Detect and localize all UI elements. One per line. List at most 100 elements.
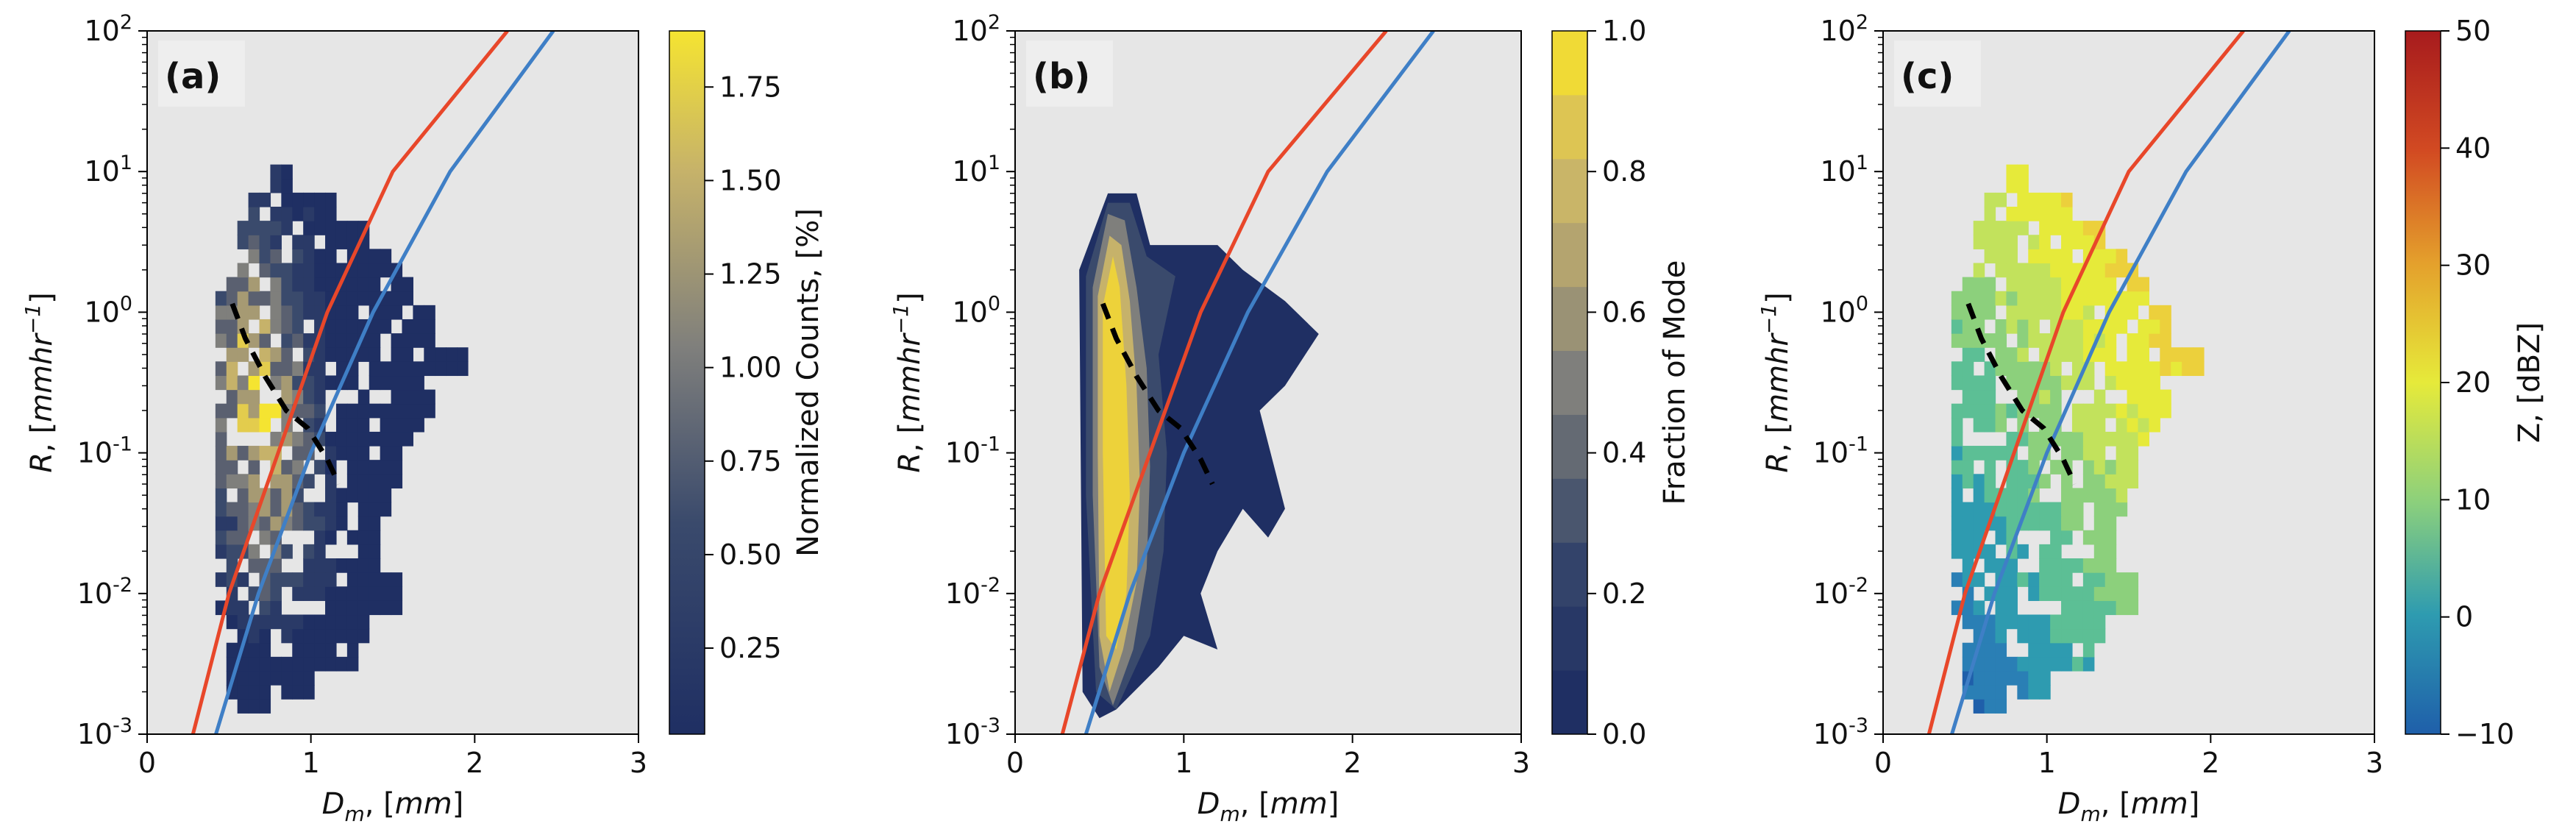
heatmap-cell <box>446 347 458 362</box>
colorbar-step <box>1552 94 1587 160</box>
heatmap-cell <box>2039 333 2051 348</box>
heatmap-cell <box>281 291 293 306</box>
heatmap-cell <box>1995 670 2007 686</box>
heatmap-cell <box>292 572 304 587</box>
heatmap-cell <box>391 389 403 405</box>
heatmap-cell <box>248 446 260 461</box>
heatmap-cell <box>314 516 326 531</box>
panel-label-c: (c) <box>1901 56 1954 97</box>
heatmap-cell <box>2127 460 2139 474</box>
heatmap-cell <box>303 221 315 235</box>
heatmap-cell <box>424 319 435 334</box>
heatmap-cell <box>248 656 260 672</box>
heatmap-cell <box>2127 375 2139 391</box>
heatmap-cell <box>380 572 392 587</box>
heatmap-cell <box>357 347 370 362</box>
heatmap-cell <box>380 375 392 391</box>
heatmap-cell <box>1995 502 2007 517</box>
heatmap-cell <box>2093 628 2106 644</box>
heatmap-cell <box>2093 586 2106 601</box>
heatmap-cell <box>2138 319 2149 334</box>
heatmap-cell <box>303 431 315 447</box>
heatmap-cell <box>2006 291 2018 306</box>
blue-curve <box>1084 31 1435 734</box>
heatmap-cell <box>303 586 315 601</box>
heatmap-cell <box>2182 347 2193 362</box>
heatmap-cell <box>1951 431 1963 447</box>
heatmap-cell <box>2093 600 2106 616</box>
heatmap-cell <box>402 319 413 334</box>
heatmap-cell <box>369 502 381 517</box>
heatmap-cell <box>2006 516 2018 531</box>
heatmap-cell <box>1984 642 1996 658</box>
heatmap-cell <box>259 333 271 348</box>
heatmap-cell <box>357 291 370 306</box>
heatmap-cell <box>325 347 337 362</box>
heatmap-cell <box>2050 656 2062 672</box>
heatmap-cell <box>2039 474 2051 488</box>
median-dashed-line <box>1965 302 2077 486</box>
heatmap-cell <box>314 207 326 221</box>
heatmap-cell <box>2082 319 2095 334</box>
heatmap-cell <box>2138 389 2149 405</box>
heatmap-cell <box>2006 221 2018 235</box>
heatmap-cell <box>215 572 227 587</box>
heatmap-cell <box>325 628 337 644</box>
heatmap-cell <box>325 600 337 616</box>
x-tick-label: 0 <box>1874 747 1892 779</box>
heatmap-cell <box>1984 305 1996 320</box>
heatmap-cell <box>281 544 293 559</box>
heatmap-cell <box>2061 488 2073 503</box>
heatmap-cell <box>237 291 249 306</box>
heatmap-cell <box>259 361 271 377</box>
heatmap-cell <box>2160 389 2171 405</box>
axes-frame-c <box>1882 30 2375 735</box>
heatmap-cell <box>237 656 249 672</box>
heatmap-cell <box>380 446 392 461</box>
heatmap-cell <box>325 249 337 264</box>
heatmap-cell <box>281 685 293 700</box>
heatmap-cell <box>2082 446 2095 461</box>
heatmap-cell <box>270 319 282 334</box>
colorbar-tick-label: 0 <box>2455 601 2473 633</box>
heatmap-cell <box>2039 403 2051 419</box>
y-tick-label: 101 <box>84 152 132 188</box>
heatmap-cell <box>215 417 227 433</box>
heatmap-cell <box>2050 207 2062 221</box>
heatmap-cell <box>2093 572 2106 587</box>
heatmap-cell <box>2028 319 2040 334</box>
heatmap-cell <box>391 417 403 433</box>
heatmap-cell <box>2138 417 2149 433</box>
heatmap-cell <box>357 530 370 545</box>
heatmap-cell <box>1962 347 1974 362</box>
heatmap-cell <box>2082 277 2095 292</box>
heatmap-cell <box>248 685 260 700</box>
heatmap-cell <box>1962 375 1974 391</box>
heatmap-cell <box>369 263 381 278</box>
heatmap-cell <box>1995 685 2007 700</box>
heatmap-cell <box>270 277 282 292</box>
heatmap-cell <box>270 291 282 306</box>
heatmap-cell <box>424 347 435 362</box>
heatmap-cell <box>2071 614 2084 630</box>
heatmap-cell <box>2160 305 2171 320</box>
heatmap-cell <box>237 572 249 587</box>
heatmap-cell <box>1951 516 1963 531</box>
heatmap-cell <box>2039 502 2051 517</box>
heatmap-cell <box>1962 319 1974 334</box>
heatmap-cell <box>2017 544 2029 559</box>
heatmap-cell <box>270 586 282 601</box>
heatmap-cell <box>259 235 271 249</box>
heatmap-cell <box>2028 333 2040 348</box>
heatmap-cell <box>1973 446 1985 461</box>
heatmap-cell <box>270 614 282 630</box>
heatmap-cell <box>215 446 227 461</box>
heatmap-cell <box>2082 488 2095 503</box>
heatmap-cell <box>259 319 271 334</box>
heatmap-cell <box>1962 389 1974 405</box>
heatmap-cell <box>270 431 282 447</box>
heatmap-cell <box>2017 685 2029 700</box>
heatmap-cell <box>1951 333 1963 348</box>
heatmap-cell <box>303 572 315 587</box>
colorbar-step <box>1552 158 1587 224</box>
